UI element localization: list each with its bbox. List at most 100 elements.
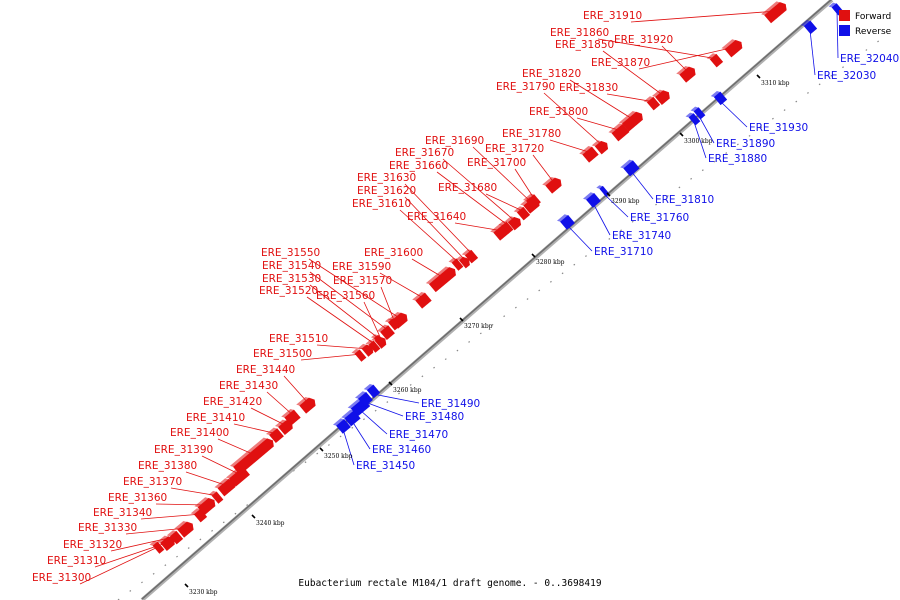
- forward-gene-label[interactable]: ERE_31670: [395, 147, 454, 159]
- forward-gene-label[interactable]: ERE_31300: [32, 572, 91, 584]
- forward-gene-feature[interactable]: [166, 529, 184, 545]
- forward-gene-feature[interactable]: [579, 145, 599, 164]
- reverse-gene-label[interactable]: ERE_32030: [817, 70, 876, 82]
- forward-gene-label[interactable]: ERE_31340: [93, 507, 152, 519]
- forward-gene-label[interactable]: ERE_31660: [389, 160, 448, 172]
- forward-gene-label[interactable]: ERE_31330: [78, 522, 137, 534]
- forward-gene-label[interactable]: ERE_31640: [407, 211, 466, 223]
- forward-gene-feature[interactable]: [384, 315, 401, 331]
- forward-gene-feature[interactable]: [761, 0, 789, 24]
- forward-gene-label[interactable]: ERE_31590: [332, 261, 391, 273]
- reverse-gene-label[interactable]: ERE_32040: [840, 53, 899, 65]
- forward-gene-label[interactable]: ERE_31390: [154, 444, 213, 456]
- forward-gene-feature[interactable]: [618, 108, 645, 133]
- forward-gene-label[interactable]: ERE_31700: [467, 157, 526, 169]
- forward-gene-label[interactable]: ERE_31720: [485, 143, 544, 155]
- reverse-gene-feature[interactable]: [556, 213, 575, 231]
- forward-gene-label[interactable]: ERE_31630: [357, 172, 416, 184]
- forward-gene-feature[interactable]: [208, 490, 224, 505]
- forward-gene-label[interactable]: ERE_31380: [138, 460, 197, 472]
- forward-gene-label[interactable]: ERE_31870: [591, 57, 650, 69]
- forward-gene-feature[interactable]: [156, 532, 177, 552]
- reverse-gene-label[interactable]: ERE_31810: [655, 194, 714, 206]
- forward-gene-label[interactable]: ERE_31320: [63, 539, 122, 551]
- reverse-gene-label[interactable]: ERE_31880: [708, 153, 767, 165]
- forward-gene-feature[interactable]: [190, 507, 208, 523]
- reverse-gene-label[interactable]: ERE_31450: [356, 460, 415, 472]
- forward-gene-label[interactable]: ERE_31440: [236, 364, 295, 376]
- forward-gene-label[interactable]: ERE_31360: [108, 492, 167, 504]
- forward-gene-label[interactable]: ERE_31310: [47, 555, 106, 567]
- reverse-gene-label[interactable]: ERE_31760: [630, 212, 689, 224]
- forward-gene-label[interactable]: ERE_31520: [259, 285, 318, 297]
- reverse-gene-feature[interactable]: [354, 390, 373, 408]
- forward-gene-label[interactable]: ERE_31780: [502, 128, 561, 140]
- forward-gene-label[interactable]: ERE_31510: [269, 333, 328, 345]
- forward-gene-label[interactable]: ERE_31850: [555, 39, 614, 51]
- forward-gene-label[interactable]: ERE_31600: [364, 247, 423, 259]
- forward-gene-label[interactable]: ERE_31830: [559, 82, 618, 94]
- forward-gene-feature[interactable]: [504, 213, 523, 231]
- forward-gene-feature[interactable]: [174, 518, 195, 539]
- forward-gene-feature[interactable]: [676, 63, 697, 84]
- reverse-gene-feature[interactable]: [363, 383, 381, 399]
- forward-gene-label[interactable]: ERE_31400: [170, 427, 229, 439]
- reverse-gene-label[interactable]: ERE_31490: [421, 398, 480, 410]
- forward-gene-feature[interactable]: [461, 248, 479, 264]
- forward-gene-feature[interactable]: [296, 394, 317, 415]
- reverse-gene-feature[interactable]: [685, 111, 701, 126]
- reverse-gene-label[interactable]: ERE_31710: [594, 246, 653, 258]
- forward-gene-feature[interactable]: [265, 426, 284, 444]
- forward-gene-feature[interactable]: [281, 408, 301, 427]
- forward-gene-feature[interactable]: [455, 253, 472, 269]
- forward-gene-label[interactable]: ERE_31370: [123, 476, 182, 488]
- reverse-gene-feature[interactable]: [620, 158, 640, 177]
- forward-gene-feature[interactable]: [448, 257, 464, 272]
- forward-gene-feature[interactable]: [365, 339, 381, 354]
- forward-gene-feature[interactable]: [358, 341, 376, 358]
- forward-gene-feature[interactable]: [542, 174, 563, 195]
- reverse-gene-label[interactable]: ERE_31890: [716, 138, 775, 150]
- reverse-gene-label[interactable]: ERE_31460: [372, 444, 431, 456]
- forward-gene-label[interactable]: ERE_31500: [253, 348, 312, 360]
- forward-gene-feature[interactable]: [274, 416, 295, 436]
- forward-gene-feature[interactable]: [370, 333, 385, 347]
- forward-gene-feature[interactable]: [643, 95, 661, 111]
- reverse-gene-label[interactable]: ERE_31740: [612, 230, 671, 242]
- forward-gene-feature[interactable]: [651, 86, 672, 106]
- forward-gene-label[interactable]: ERE_31800: [529, 106, 588, 118]
- reverse-gene-label[interactable]: ERE_31470: [389, 429, 448, 441]
- forward-gene-label[interactable]: ERE_31540: [262, 260, 321, 272]
- forward-gene-feature[interactable]: [351, 348, 367, 363]
- reverse-gene-feature[interactable]: [582, 191, 601, 209]
- reverse-gene-feature[interactable]: [690, 105, 706, 120]
- forward-gene-feature[interactable]: [522, 192, 541, 210]
- reverse-gene-label[interactable]: ERE_31930: [749, 122, 808, 134]
- forward-gene-label[interactable]: ERE_31560: [316, 290, 375, 302]
- forward-gene-feature[interactable]: [229, 434, 276, 475]
- forward-gene-feature[interactable]: [149, 540, 165, 555]
- forward-gene-feature[interactable]: [513, 205, 531, 221]
- reverse-gene-feature[interactable]: [332, 417, 351, 435]
- forward-gene-feature[interactable]: [376, 323, 395, 341]
- forward-gene-label[interactable]: ERE_31920: [614, 34, 673, 46]
- forward-gene-label[interactable]: ERE_31690: [425, 135, 484, 147]
- forward-gene-label[interactable]: ERE_31610: [352, 198, 411, 210]
- forward-gene-label[interactable]: ERE_31420: [203, 396, 262, 408]
- forward-gene-label[interactable]: ERE_31430: [219, 380, 278, 392]
- forward-gene-feature[interactable]: [194, 494, 217, 516]
- forward-gene-label[interactable]: ERE_31790: [496, 81, 555, 93]
- forward-gene-label[interactable]: ERE_31530: [262, 273, 321, 285]
- forward-gene-feature[interactable]: [591, 137, 610, 155]
- forward-gene-feature[interactable]: [721, 36, 744, 58]
- forward-gene-label[interactable]: ERE_31570: [333, 275, 392, 287]
- forward-gene-label[interactable]: ERE_31860: [550, 27, 609, 39]
- forward-gene-label[interactable]: ERE_31910: [583, 10, 642, 22]
- forward-gene-feature[interactable]: [425, 263, 458, 293]
- forward-gene-label[interactable]: ERE_31410: [186, 412, 245, 424]
- forward-gene-label[interactable]: ERE_31620: [357, 185, 416, 197]
- reverse-gene-feature[interactable]: [596, 184, 610, 198]
- forward-gene-feature[interactable]: [608, 122, 630, 142]
- reverse-gene-feature[interactable]: [710, 90, 728, 106]
- reverse-gene-label[interactable]: ERE_31480: [405, 411, 464, 423]
